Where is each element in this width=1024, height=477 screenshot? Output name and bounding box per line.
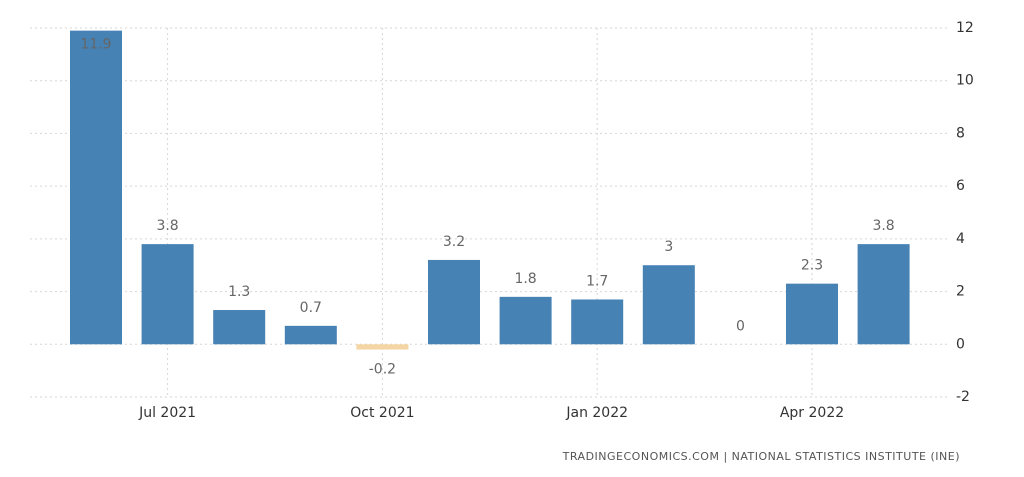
x-tick-label: Apr 2022 <box>780 405 844 421</box>
value-label: 11.9 <box>80 37 111 53</box>
value-label: 3.8 <box>872 218 894 234</box>
bar <box>141 244 194 345</box>
x-tick-label: Oct 2021 <box>350 405 414 421</box>
value-label: 2.3 <box>801 258 823 274</box>
bar <box>571 299 624 345</box>
y-tick-label: -2 <box>956 389 970 405</box>
y-tick-label: 4 <box>956 231 965 247</box>
bar <box>356 344 409 350</box>
bar <box>284 325 337 345</box>
y-tick-label: 0 <box>956 336 965 352</box>
value-label: 1.8 <box>514 271 536 287</box>
value-label: 1.3 <box>228 284 250 300</box>
bar <box>857 244 910 345</box>
source: TRADINGECONOMICS.COM | NATIONAL STATISTI… <box>562 450 960 463</box>
value-label: 3 <box>664 239 673 255</box>
value-label: 0.7 <box>300 300 322 316</box>
y-tick-label: 2 <box>956 284 965 300</box>
y-tick-label: 10 <box>956 73 974 89</box>
bar <box>499 296 552 345</box>
bar <box>786 283 838 345</box>
x-tick-label: Jan 2022 <box>565 405 628 421</box>
y-tick-label: 8 <box>956 125 965 141</box>
value-label: -0.2 <box>369 362 396 378</box>
value-label: 0 <box>736 318 745 334</box>
value-label: 3.8 <box>156 218 178 234</box>
bar <box>642 265 695 345</box>
x-tick-label: Jul 2021 <box>138 405 196 421</box>
bar <box>70 30 122 345</box>
value-label: 1.7 <box>586 273 608 289</box>
y-tick-label: 6 <box>956 178 965 194</box>
value-label: 3.2 <box>443 234 465 250</box>
y-tick-label: 12 <box>956 20 974 36</box>
bar <box>213 310 266 345</box>
bar <box>428 259 480 345</box>
